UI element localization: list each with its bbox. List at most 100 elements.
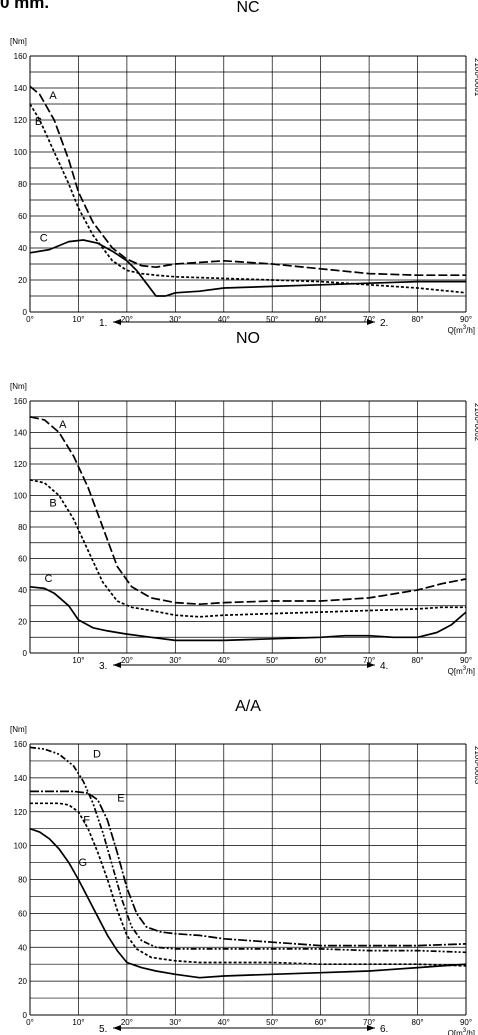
x-tick-label: 70° bbox=[363, 1018, 375, 1027]
y-tick-label: 60 bbox=[18, 212, 27, 221]
x-tick-label: 50° bbox=[266, 1018, 278, 1027]
arrow-end-label: 4. bbox=[380, 661, 388, 672]
x-tick-label: 90° bbox=[460, 1018, 472, 1027]
arrow-start-label: 1. bbox=[99, 318, 107, 329]
arrow-head-right bbox=[367, 1025, 375, 1031]
arrow-end-label: 6. bbox=[380, 1024, 388, 1035]
y-tick-label: 100 bbox=[14, 148, 28, 157]
series-label-a: A bbox=[49, 90, 57, 102]
x-tick-label: 40° bbox=[218, 656, 230, 665]
y-tick-label: 120 bbox=[14, 116, 28, 125]
series-label-d: D bbox=[93, 749, 101, 761]
arrow-head-right bbox=[367, 319, 375, 325]
y-tick-label: 0 bbox=[23, 308, 28, 317]
x-tick-label: 70° bbox=[363, 656, 375, 665]
series-line-c bbox=[29, 585, 467, 642]
series-label-c: C bbox=[45, 573, 53, 585]
chart-aa: [Nm] 0 20 40 60 80 100 120 140 160 0° 10° 20° 30° 40° 5… bbox=[10, 725, 478, 1035]
y-tick-label: 40 bbox=[18, 943, 27, 952]
x-tick-label: 10° bbox=[72, 656, 84, 665]
series-label-a: A bbox=[59, 419, 67, 431]
x-tick-label: 90° bbox=[460, 656, 472, 665]
y-tick-label: 140 bbox=[14, 429, 28, 438]
header-text: 0 mm. bbox=[0, 0, 50, 12]
y-tick-label: 80 bbox=[18, 523, 27, 532]
series-line-a bbox=[29, 415, 467, 606]
y-tick-label: 0 bbox=[23, 1011, 28, 1020]
y-tick-label: 100 bbox=[14, 492, 28, 501]
y-tick-label: 140 bbox=[14, 774, 28, 783]
x-tick-label: 20° bbox=[121, 315, 133, 324]
y-tick-label: 60 bbox=[18, 909, 27, 918]
y-tick-label: 80 bbox=[18, 180, 27, 189]
x-tick-label: 90° bbox=[460, 315, 472, 324]
chart-nc: [Nm] 0 20 40 60 80 100 120 140 160 0° 10° 20° 30° 40° 5… bbox=[10, 37, 478, 335]
x-tick-label: 60° bbox=[315, 315, 327, 324]
x-axis-label: Q[m3/h] bbox=[448, 1028, 475, 1035]
y-tick-label: 140 bbox=[14, 84, 28, 93]
series-line-c bbox=[29, 239, 466, 297]
y-tick-label: 80 bbox=[18, 876, 27, 885]
series-line-d bbox=[29, 746, 467, 954]
x-tick-label: 50° bbox=[266, 315, 278, 324]
arrow-head-left bbox=[113, 1025, 121, 1031]
chart-no: [Nm] 0 20 40 60 80 100 120 140 160 10° 20° 30° 40° 50°… bbox=[10, 382, 478, 676]
x-tick-label: 50° bbox=[266, 656, 278, 665]
x-tick-label: 80° bbox=[412, 656, 424, 665]
series-label-b: B bbox=[35, 116, 42, 128]
x-tick-label: 30° bbox=[169, 1018, 181, 1027]
side-code: 2100-0003 bbox=[473, 746, 478, 785]
x-tick-label: 0° bbox=[26, 1018, 34, 1027]
chart-title-no: NO bbox=[236, 330, 260, 347]
y-tick-label: 160 bbox=[14, 52, 28, 61]
arrow-head-left bbox=[113, 319, 121, 325]
series-line-e bbox=[30, 790, 467, 947]
x-tick-label: 20° bbox=[121, 656, 133, 665]
x-tick-label: 40° bbox=[218, 1018, 230, 1027]
series-label-e: E bbox=[117, 793, 124, 805]
x-tick-label: 30° bbox=[169, 315, 181, 324]
chart-title-aa: A/A bbox=[235, 698, 261, 715]
y-tick-label: 20 bbox=[18, 276, 27, 285]
y-tick-label: 100 bbox=[14, 842, 28, 851]
x-axis-label: Q[m3/h] bbox=[448, 325, 475, 335]
x-tick-label: 70° bbox=[363, 315, 375, 324]
y-tick-label: 40 bbox=[18, 244, 27, 253]
x-tick-label: 60° bbox=[315, 1018, 327, 1027]
arrow-head-right bbox=[367, 662, 375, 668]
series-line-a bbox=[29, 85, 466, 277]
y-tick-label: 40 bbox=[18, 586, 27, 595]
series-label-b: B bbox=[49, 498, 56, 510]
y-tick-label: 60 bbox=[18, 555, 27, 564]
x-tick-label: 80° bbox=[412, 315, 424, 324]
series-line-g bbox=[29, 827, 467, 979]
y-tick-label: 20 bbox=[18, 977, 27, 986]
x-tick-label: 0° bbox=[26, 315, 34, 324]
x-tick-label: 30° bbox=[169, 656, 181, 665]
x-tick-label: 20° bbox=[121, 1018, 133, 1027]
arrow-start-label: 3. bbox=[99, 661, 107, 672]
y-axis-label: [Nm] bbox=[10, 725, 27, 734]
x-tick-label: 10° bbox=[72, 1018, 84, 1027]
x-tick-label: 80° bbox=[412, 1018, 424, 1027]
side-code: 2100-0001 bbox=[473, 58, 478, 97]
x-tick-label: 60° bbox=[315, 656, 327, 665]
y-tick-label: 160 bbox=[14, 740, 28, 749]
series-line-b bbox=[29, 478, 466, 618]
chart-title-nc: NC bbox=[236, 0, 260, 16]
y-tick-label: 120 bbox=[14, 808, 28, 817]
y-tick-label: 160 bbox=[14, 397, 28, 406]
y-axis-label: [Nm] bbox=[10, 382, 27, 391]
x-tick-label: 10° bbox=[72, 315, 84, 324]
series-label-g: G bbox=[78, 857, 87, 869]
series-line-f bbox=[30, 802, 467, 967]
arrow-end-label: 2. bbox=[380, 318, 388, 329]
y-tick-label: 120 bbox=[14, 460, 28, 469]
arrow-head-left bbox=[113, 662, 121, 668]
y-tick-label: 20 bbox=[18, 618, 27, 627]
y-axis-label: [Nm] bbox=[10, 37, 27, 46]
side-code: 2100-0002 bbox=[473, 403, 478, 442]
x-tick-label: 40° bbox=[218, 315, 230, 324]
y-tick-label: 0 bbox=[23, 649, 28, 658]
series-label-f: F bbox=[83, 815, 90, 827]
